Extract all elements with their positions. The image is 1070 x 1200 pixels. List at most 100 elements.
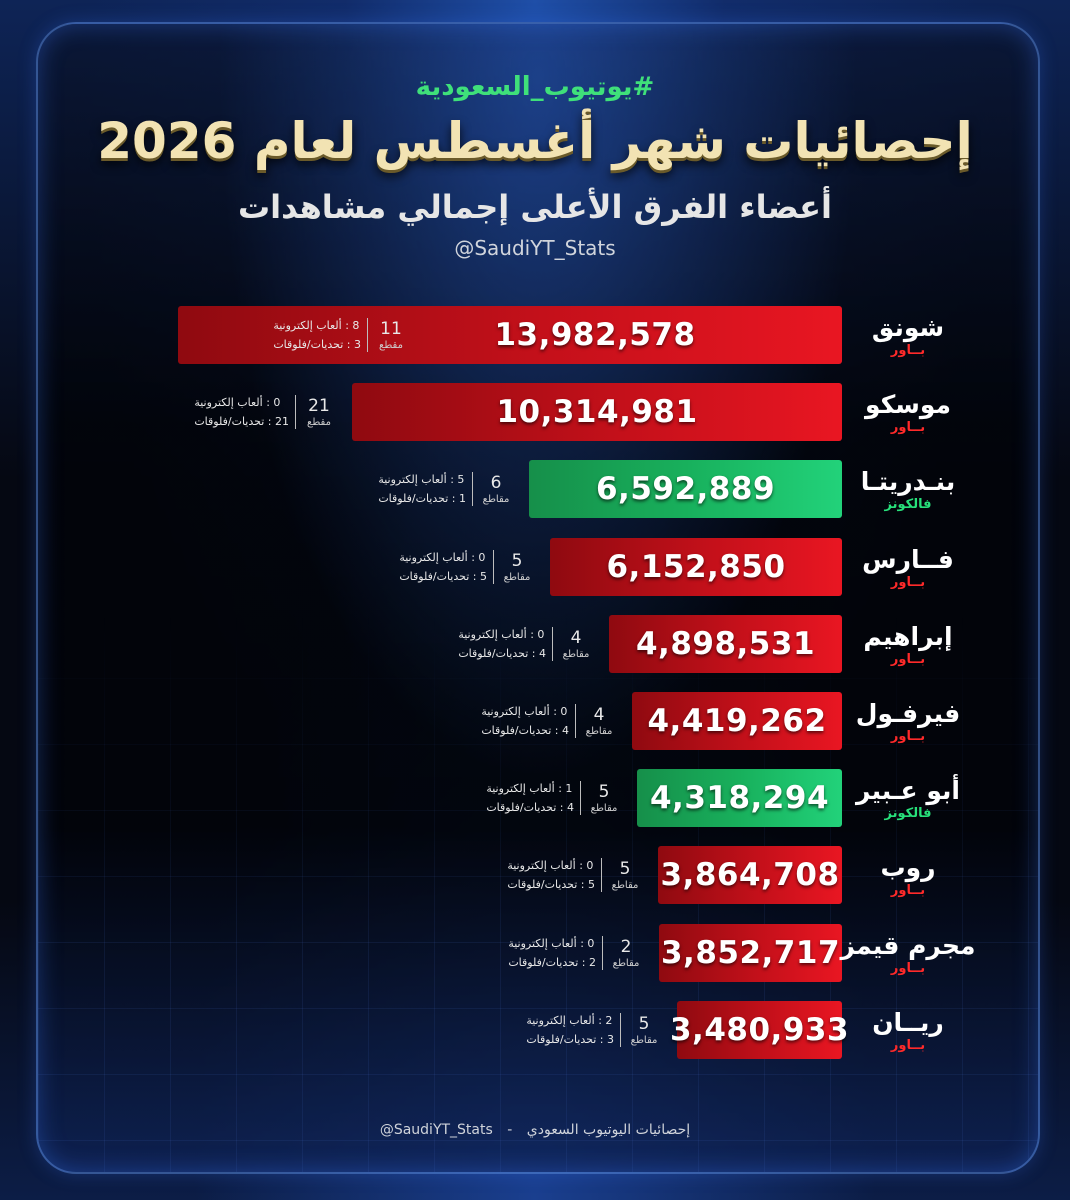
video-count-unit: مقاطع — [630, 1034, 658, 1046]
gaming-count: 2 : ألعاب إلكترونية — [526, 1014, 613, 1027]
video-count-number: 11 — [380, 318, 402, 339]
gaming-count: 0 : ألعاب إلكترونية — [481, 705, 568, 718]
video-count-number: 21 — [308, 395, 330, 416]
challenges-count: 5 : تحديات/فلوقات — [507, 878, 595, 891]
challenges-count: 4 : تحديات/فلوقات — [458, 647, 546, 660]
chart-row: 10,314,981 0 : ألعاب إلكترونية 21 : تحديات… — [0, 383, 1070, 443]
challenges-count: 4 : تحديات/فلوقات — [481, 724, 569, 737]
chart-row: 3,480,933 2 : ألعاب إلكترونية 3 : تحديات/ف… — [0, 1001, 1070, 1061]
chart-row: 3,852,717 0 : ألعاب إلكترونية 2 : تحديات/ف… — [0, 924, 1070, 984]
video-count-unit: مقاطع — [612, 957, 640, 969]
team-name: بــاور — [890, 575, 926, 590]
divider — [295, 395, 296, 429]
chart-row: 13,982,578 8 : ألعاب إلكترونية 3 : تحديات/… — [0, 306, 1070, 366]
bar-mark: 3,480,933 — [670, 1001, 849, 1059]
challenges-count: 3 : تحديات/فلوقات — [526, 1033, 614, 1046]
member-name: مجرم قيمز — [840, 931, 976, 960]
team-name: بــاور — [890, 961, 926, 976]
grid-decoration — [38, 612, 1038, 1172]
video-breakdown: 0 : ألعاب إلكترونية 21 : تحديات/فلوقات 21 م… — [194, 383, 336, 441]
bar-value-label: 6,152,850 — [606, 549, 786, 585]
divider — [367, 318, 368, 352]
video-count: 21 مقطع — [302, 396, 336, 429]
video-count: 4 مقاطع — [559, 628, 593, 661]
category-breakdown: 0 : ألعاب إلكترونية 21 : تحديات/فلوقات — [194, 393, 289, 431]
category-breakdown: 8 : ألعاب إلكترونية 3 : تحديات/فلوقات — [273, 316, 361, 354]
challenges-count: 5 : تحديات/فلوقات — [399, 570, 487, 583]
category-breakdown: 1 : ألعاب إلكترونية 4 : تحديات/فلوقات — [486, 779, 574, 817]
video-count-unit: مقاطع — [562, 648, 590, 660]
bar-value-label: 10,314,981 — [496, 394, 698, 430]
bar-value-label: 4,898,531 — [635, 626, 816, 662]
video-count: 4 مقاطع — [582, 705, 616, 738]
category-breakdown: 0 : ألعاب إلكترونية 5 : تحديات/فلوقات — [399, 548, 487, 586]
member-name: شونق — [871, 313, 945, 342]
chart-row: 6,152,850 0 : ألعاب إلكترونية 5 : تحديات/ف… — [0, 538, 1070, 598]
bar-value-label: 3,864,708 — [660, 857, 840, 893]
member-label: بنـدريتـا فالكونز — [848, 460, 968, 520]
category-breakdown: 0 : ألعاب إلكترونية 4 : تحديات/فلوقات — [458, 625, 546, 663]
video-count-number: 5 — [598, 781, 610, 802]
team-name: بــاور — [890, 883, 926, 898]
video-count-unit: مقطع — [379, 339, 403, 351]
member-name: موسكو — [865, 390, 951, 419]
gaming-count: 0 : ألعاب إلكترونية — [507, 859, 594, 872]
category-breakdown: 0 : ألعاب إلكترونية 4 : تحديات/فلوقات — [481, 702, 569, 740]
video-count-number: 5 — [619, 858, 631, 879]
bar-value-label: 4,419,262 — [647, 703, 827, 739]
bar-value-label: 3,852,717 — [660, 935, 841, 971]
hashtag: #يوتيوب_السعودية — [415, 72, 655, 102]
member-label: فــارس بــاور — [848, 538, 968, 598]
page-handle: @SaudiYT_Stats — [454, 236, 616, 260]
challenges-count: 3 : تحديات/فلوقات — [273, 338, 361, 351]
gaming-count: 0 : ألعاب إلكترونية — [399, 551, 486, 564]
member-label: موسكو بــاور — [848, 383, 968, 443]
video-breakdown: 1 : ألعاب إلكترونية 4 : تحديات/فلوقات 5 مقا… — [486, 769, 621, 827]
video-breakdown: 5 : ألعاب إلكترونية 1 : تحديات/فلوقات 6 مقا… — [378, 460, 513, 518]
bar-mark: 3,852,717 — [659, 924, 842, 982]
bar-mark: 4,419,262 — [632, 692, 842, 750]
member-label: شونق بــاور — [848, 306, 968, 366]
video-count-number: 6 — [490, 472, 502, 493]
team-name: بــاور — [890, 1038, 926, 1053]
chart-row: 4,898,531 0 : ألعاب إلكترونية 4 : تحديات/ف… — [0, 615, 1070, 675]
page-subtitle: أعضاء الفرق الأعلى إجمالي مشاهدات — [238, 188, 832, 226]
gaming-count: 0 : ألعاب إلكترونية — [458, 628, 545, 641]
bar-value-label: 3,480,933 — [669, 1012, 850, 1048]
bar-value-label: 13,982,578 — [494, 317, 696, 353]
member-label: إبراهيم بــاور — [848, 615, 968, 675]
chart-row: 4,318,294 1 : ألعاب إلكترونية 4 : تحديات/ف… — [0, 769, 1070, 829]
video-breakdown: 0 : ألعاب إلكترونية 4 : تحديات/فلوقات 4 مقا… — [458, 615, 593, 673]
footer-text: إحصائيات اليوتيوب السعودي — [526, 1122, 691, 1138]
video-count: 5 مقاطع — [608, 859, 642, 892]
member-label: روب بــاور — [848, 846, 968, 906]
video-count-number: 4 — [570, 627, 582, 648]
video-count-unit: مقاطع — [503, 571, 531, 583]
divider — [472, 472, 473, 506]
video-count: 2 مقاطع — [609, 937, 643, 970]
footer-separator: - — [507, 1122, 513, 1138]
member-name: بنـدريتـا — [860, 467, 956, 496]
page-title: إحصائيات شهر أغسطس لعام 2026 — [97, 112, 973, 170]
video-count: 5 مقاطع — [627, 1014, 661, 1047]
challenges-count: 1 : تحديات/فلوقات — [378, 492, 466, 505]
video-breakdown: 8 : ألعاب إلكترونية 3 : تحديات/فلوقات 11 مق… — [273, 306, 408, 364]
video-count-number: 5 — [638, 1013, 650, 1034]
gaming-count: 8 : ألعاب إلكترونية — [273, 319, 360, 332]
member-label: مجرم قيمز بــاور — [841, 924, 976, 984]
video-count-number: 5 — [511, 550, 523, 571]
divider — [552, 627, 553, 661]
gaming-count: 1 : ألعاب إلكترونية — [486, 782, 573, 795]
member-name: فــارس — [862, 545, 954, 574]
video-breakdown: 0 : ألعاب إلكترونية 5 : تحديات/فلوقات 5 مقا… — [507, 846, 642, 904]
team-name: فالكونز — [884, 806, 932, 821]
category-breakdown: 2 : ألعاب إلكترونية 3 : تحديات/فلوقات — [526, 1011, 614, 1049]
video-count-unit: مقاطع — [590, 802, 618, 814]
chart-row: 4,419,262 0 : ألعاب إلكترونية 4 : تحديات/ف… — [0, 692, 1070, 752]
video-count-unit: مقاطع — [585, 725, 613, 737]
member-name: روب — [880, 853, 936, 882]
category-breakdown: 0 : ألعاب إلكترونية 5 : تحديات/فلوقات — [507, 856, 595, 894]
video-count: 5 مقاطع — [500, 551, 534, 584]
divider — [601, 858, 602, 892]
bar-mark: 4,318,294 — [637, 769, 842, 827]
